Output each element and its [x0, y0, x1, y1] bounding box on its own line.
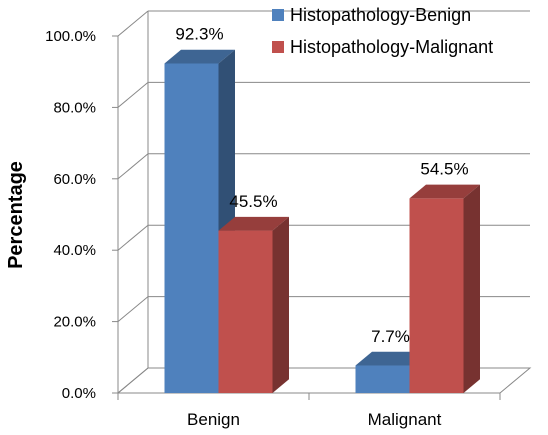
bar-top	[355, 351, 426, 366]
data-label: 45.5%	[229, 192, 277, 211]
legend-label: Histopathology-Benign	[290, 5, 471, 25]
chart-axes: 0.0% 20.0% 40.0% 60.0% 80.0% 100.0% Benign Mali…	[45, 28, 501, 429]
y-tick-label: 20.0%	[53, 314, 96, 331]
legend: Histopathology-Benign Histopathology-Mali…	[272, 5, 493, 57]
gridline-depth	[117, 153, 149, 180]
y-tick-label: 100.0%	[45, 28, 96, 45]
y-tick-label: 60.0%	[53, 171, 96, 188]
y-tick-label: 0.0%	[62, 385, 96, 402]
bar-top	[218, 216, 289, 231]
legend-swatch	[272, 41, 284, 53]
bar-side	[272, 216, 289, 393]
x-tick-label: Benign	[187, 410, 240, 429]
y-tick-label: 40.0%	[53, 242, 96, 259]
gridline-depth	[117, 224, 149, 251]
data-label: 7.7%	[371, 327, 410, 346]
gridline-depth	[117, 10, 149, 37]
y-axis-label: Percentage	[5, 161, 27, 269]
legend-label: Histopathology-Malignant	[290, 37, 493, 57]
bar-front	[164, 63, 219, 393]
data-label: 54.5%	[420, 160, 468, 179]
gridline-depth	[117, 296, 149, 322]
data-label: 92.3%	[175, 25, 223, 44]
bar-front	[218, 230, 273, 393]
bar-front	[355, 365, 410, 393]
gridline-depth	[117, 82, 149, 108]
bar-front	[409, 198, 464, 393]
legend-swatch	[272, 9, 284, 21]
chart-bars	[164, 49, 480, 393]
chart-labels: 92.3% 45.5% 7.7% 54.5%	[175, 25, 468, 346]
x-tick-label: Malignant	[368, 410, 442, 429]
bar-top	[164, 49, 235, 64]
bar-top	[409, 184, 480, 199]
y-tick-label: 80.0%	[53, 99, 96, 116]
bar-side	[463, 184, 480, 393]
